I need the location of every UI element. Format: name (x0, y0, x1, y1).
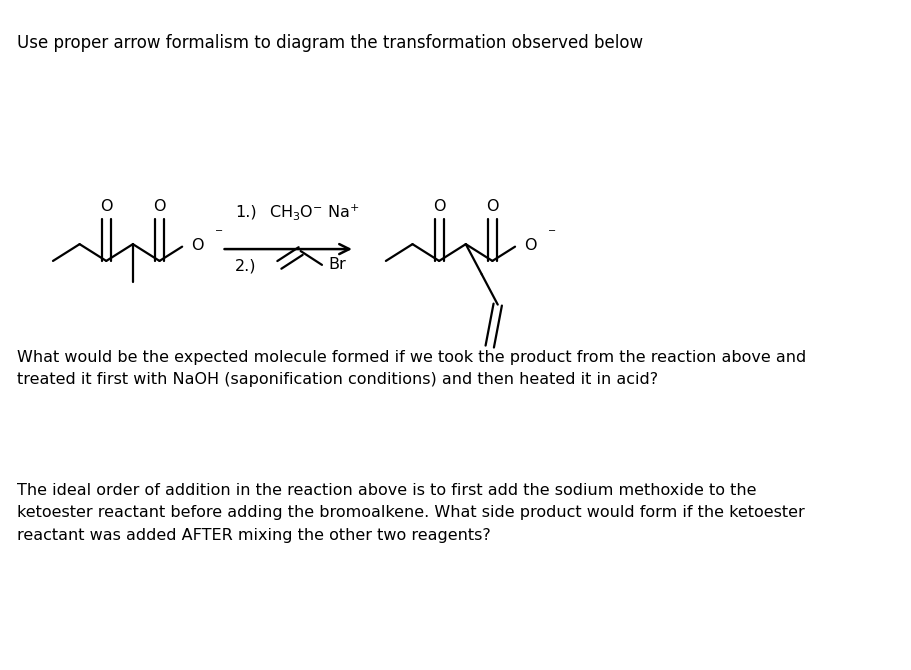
Text: O: O (486, 198, 498, 214)
Text: Br: Br (328, 257, 345, 273)
Text: What would be the expected molecule formed if we took the product from the react: What would be the expected molecule form… (17, 350, 806, 387)
Text: CH$_3$O$^{-}$ Na$^{+}$: CH$_3$O$^{-}$ Na$^{+}$ (269, 202, 359, 222)
Text: O: O (523, 238, 536, 253)
Text: O: O (190, 238, 203, 253)
Text: O: O (100, 198, 112, 214)
Text: $^{-}$: $^{-}$ (547, 227, 556, 241)
Text: 1.): 1.) (235, 204, 256, 219)
Text: $^{-}$: $^{-}$ (214, 227, 223, 241)
Text: The ideal order of addition in the reaction above is to first add the sodium met: The ideal order of addition in the react… (17, 483, 804, 543)
Text: Use proper arrow formalism to diagram the transformation observed below: Use proper arrow formalism to diagram th… (17, 34, 643, 52)
Text: 2.): 2.) (235, 259, 256, 273)
Text: O: O (433, 198, 445, 214)
Text: O: O (153, 198, 166, 214)
